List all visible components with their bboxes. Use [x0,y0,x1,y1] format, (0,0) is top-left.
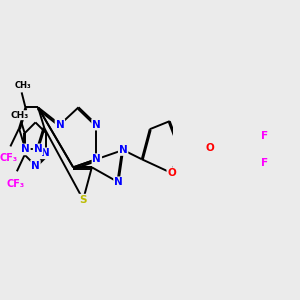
Text: N: N [92,120,101,130]
Text: N: N [92,154,101,164]
Text: CH₃: CH₃ [15,81,32,90]
Text: N: N [31,160,40,171]
Text: N: N [114,177,123,187]
Text: CF₃: CF₃ [7,179,25,189]
Text: S: S [80,195,87,205]
Text: N: N [21,144,30,154]
Text: F: F [261,131,268,141]
Text: N: N [41,148,50,158]
Text: N: N [119,145,128,155]
Text: CH₃: CH₃ [11,111,29,120]
Text: N: N [56,120,64,130]
Text: O: O [205,143,214,153]
Text: N: N [34,144,42,154]
Text: F: F [261,158,268,168]
Text: CF₃: CF₃ [0,153,18,163]
Text: O: O [167,168,176,178]
